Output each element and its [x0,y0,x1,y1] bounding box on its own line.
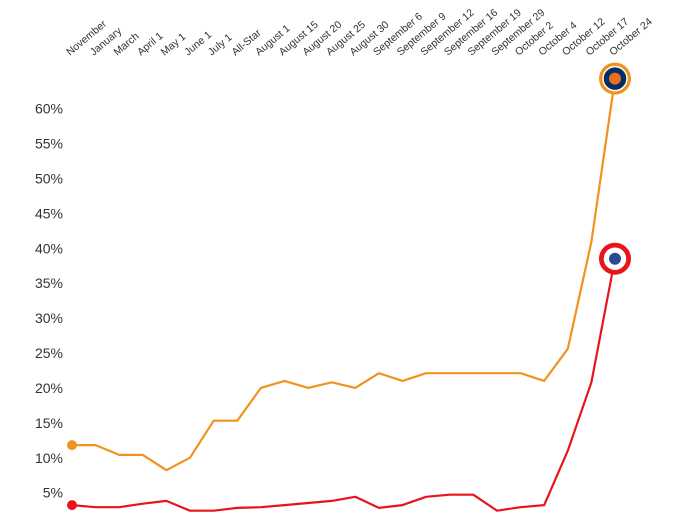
y-tick-label: 35% [35,275,63,291]
y-tick-label: 10% [35,450,63,466]
series-line [72,78,617,472]
y-tick-label: 60% [35,101,63,117]
logo-core [609,252,621,265]
y-tick-label: 45% [35,205,63,221]
y-tick-label: 20% [35,380,63,396]
y-tick-label: 30% [35,310,63,326]
start-marker [67,440,77,451]
y-tick-label: 5% [43,485,63,501]
team-logo [599,242,631,275]
y-tick-label: 25% [35,345,63,361]
y-tick-label: 50% [35,171,63,187]
start-marker [67,500,77,511]
team-logo [599,62,631,95]
y-tick-label: 40% [35,240,63,256]
series-line [71,258,617,512]
y-tick-label: 55% [35,136,63,152]
x-tick-label: April 1 [135,30,166,58]
x-tick-label: May 1 [159,31,189,59]
logo-core [609,72,621,85]
y-tick-label: 15% [35,415,63,431]
